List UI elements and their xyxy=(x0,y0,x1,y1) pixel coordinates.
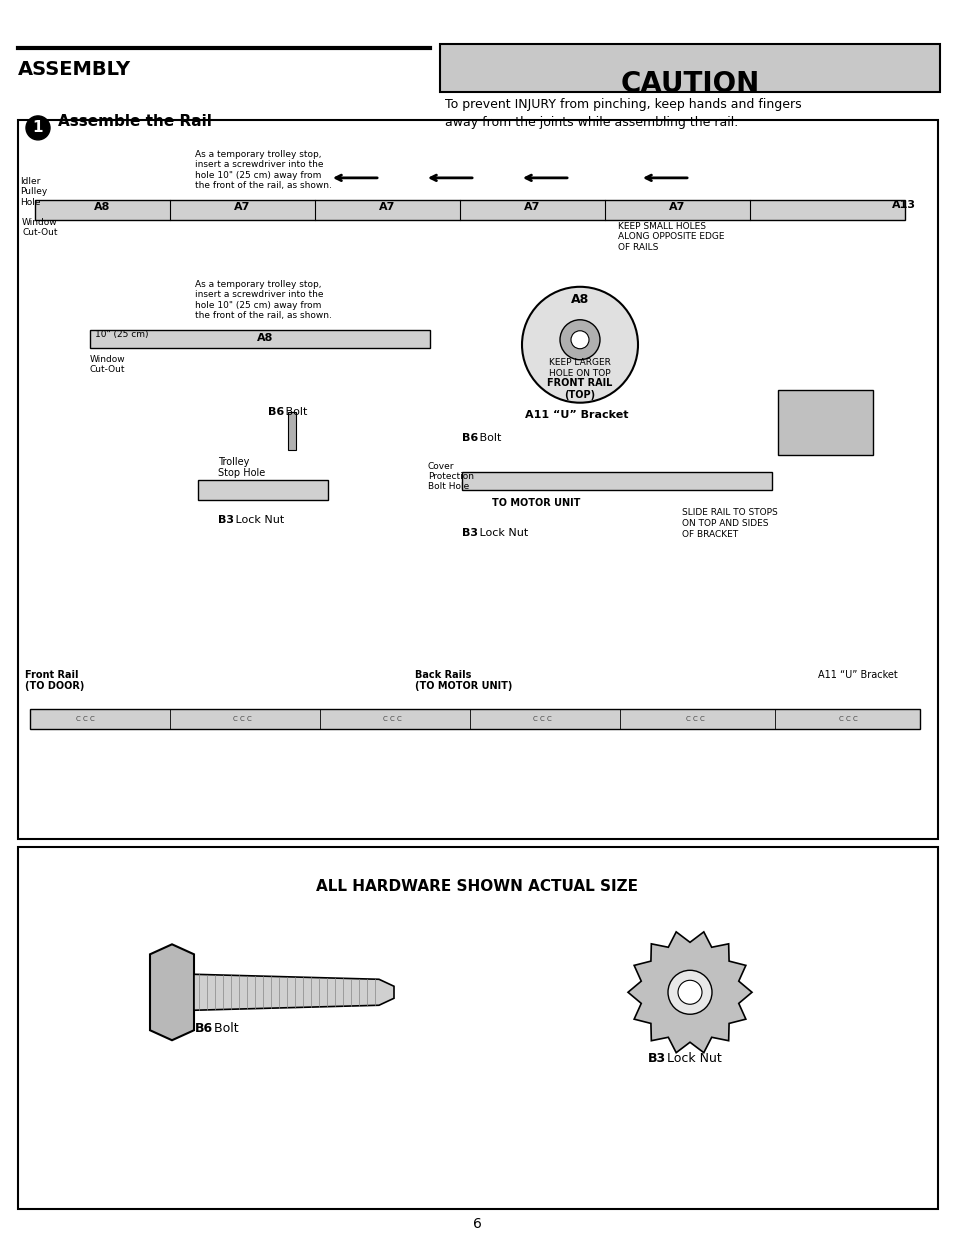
Polygon shape xyxy=(627,932,751,1052)
Bar xyxy=(461,472,771,489)
Text: C C C: C C C xyxy=(382,716,401,722)
Text: A8: A8 xyxy=(570,293,589,306)
Circle shape xyxy=(521,287,638,403)
Text: Window
Cut-Out: Window Cut-Out xyxy=(90,354,126,374)
Text: FRONT RAIL
(TOP): FRONT RAIL (TOP) xyxy=(547,378,612,400)
Text: A11 “U” Bracket: A11 “U” Bracket xyxy=(524,410,628,420)
Text: Idler
Pulley
Hole: Idler Pulley Hole xyxy=(20,177,48,206)
FancyBboxPatch shape xyxy=(18,120,937,840)
Bar xyxy=(198,479,328,500)
Polygon shape xyxy=(150,945,193,1040)
Text: Assemble the Rail: Assemble the Rail xyxy=(58,115,212,130)
Text: C C C: C C C xyxy=(75,716,94,722)
Text: B6: B6 xyxy=(194,1023,213,1035)
Text: A11 “U” Bracket: A11 “U” Bracket xyxy=(817,669,897,679)
Text: Front Rail
(TO DOOR): Front Rail (TO DOOR) xyxy=(25,669,84,692)
Text: C C C: C C C xyxy=(233,716,251,722)
Text: As a temporary trolley stop,
insert a screwdriver into the
hole 10" (25 cm) away: As a temporary trolley stop, insert a sc… xyxy=(194,280,332,320)
Text: Back Rails
(TO MOTOR UNIT): Back Rails (TO MOTOR UNIT) xyxy=(415,669,512,692)
Text: SLIDE RAIL TO STOPS
ON TOP AND SIDES
OF BRACKET: SLIDE RAIL TO STOPS ON TOP AND SIDES OF … xyxy=(681,508,777,538)
Text: B6: B6 xyxy=(461,432,477,442)
Polygon shape xyxy=(193,974,394,1010)
Circle shape xyxy=(571,331,588,348)
Text: B3: B3 xyxy=(461,527,477,537)
Text: ASSEMBLY: ASSEMBLY xyxy=(18,61,131,79)
Bar xyxy=(90,330,430,348)
Text: A7: A7 xyxy=(233,201,250,212)
Text: Trolley
Stop Hole: Trolley Stop Hole xyxy=(218,457,265,478)
Text: 10" (25 cm): 10" (25 cm) xyxy=(95,330,149,340)
Text: KEEP LARGER
HOLE ON TOP: KEEP LARGER HOLE ON TOP xyxy=(549,358,610,378)
Text: Bolt: Bolt xyxy=(282,406,307,416)
Circle shape xyxy=(559,320,599,359)
Text: B6: B6 xyxy=(268,406,284,416)
Text: Lock Nut: Lock Nut xyxy=(476,527,528,537)
Text: Bolt: Bolt xyxy=(476,432,501,442)
Circle shape xyxy=(26,116,50,140)
Circle shape xyxy=(678,981,701,1004)
Text: C C C: C C C xyxy=(532,716,551,722)
Text: A8: A8 xyxy=(256,332,273,343)
Text: C C C: C C C xyxy=(685,716,703,722)
Text: KEEP SMALL HOLES
ALONG OPPOSITE EDGE
OF RAILS: KEEP SMALL HOLES ALONG OPPOSITE EDGE OF … xyxy=(618,222,723,252)
FancyBboxPatch shape xyxy=(439,44,939,91)
Text: Lock Nut: Lock Nut xyxy=(662,1052,721,1066)
Text: To prevent INJURY from pinching, keep hands and fingers
away from the joints whi: To prevent INJURY from pinching, keep ha… xyxy=(444,98,801,128)
Bar xyxy=(30,709,919,730)
Text: A8: A8 xyxy=(93,201,111,212)
Text: 1: 1 xyxy=(32,120,43,136)
Text: B3: B3 xyxy=(647,1052,665,1066)
Text: A7: A7 xyxy=(378,201,395,212)
Text: B3: B3 xyxy=(218,515,233,525)
Text: 6: 6 xyxy=(472,1218,481,1231)
Text: A13: A13 xyxy=(891,200,915,210)
Circle shape xyxy=(667,971,711,1014)
FancyBboxPatch shape xyxy=(18,847,937,1209)
Text: A7: A7 xyxy=(668,201,684,212)
Text: C C C: C C C xyxy=(838,716,857,722)
Text: A7: A7 xyxy=(523,201,539,212)
Text: As a temporary trolley stop,
insert a screwdriver into the
hole 10" (25 cm) away: As a temporary trolley stop, insert a sc… xyxy=(194,149,332,190)
Text: Bolt: Bolt xyxy=(210,1023,238,1035)
Text: Lock Nut: Lock Nut xyxy=(232,515,284,525)
Bar xyxy=(288,411,295,450)
Text: Window
Cut-Out: Window Cut-Out xyxy=(22,217,57,237)
Text: ALL HARDWARE SHOWN ACTUAL SIZE: ALL HARDWARE SHOWN ACTUAL SIZE xyxy=(315,879,638,894)
Text: Cover
Protection
Bolt Hole: Cover Protection Bolt Hole xyxy=(428,462,474,492)
Text: CAUTION: CAUTION xyxy=(619,70,759,98)
Bar xyxy=(778,390,872,454)
Bar xyxy=(35,200,904,220)
Text: TO MOTOR UNIT: TO MOTOR UNIT xyxy=(492,498,579,508)
